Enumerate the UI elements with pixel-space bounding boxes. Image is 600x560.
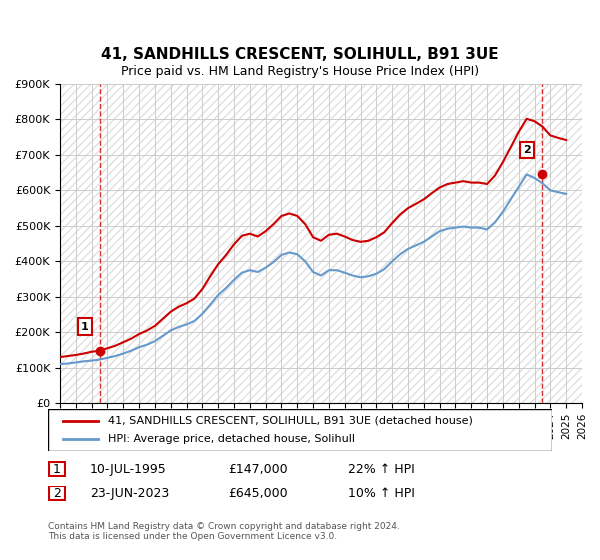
Text: 41, SANDHILLS CRESCENT, SOLIHULL, B91 3UE (detached house): 41, SANDHILLS CRESCENT, SOLIHULL, B91 3U… xyxy=(109,416,473,426)
Text: HPI: Average price, detached house, Solihull: HPI: Average price, detached house, Soli… xyxy=(109,434,355,444)
Text: Price paid vs. HM Land Registry's House Price Index (HPI): Price paid vs. HM Land Registry's House … xyxy=(121,66,479,78)
Text: Contains HM Land Registry data © Crown copyright and database right 2024.
This d: Contains HM Land Registry data © Crown c… xyxy=(48,522,400,542)
Text: 10-JUL-1995: 10-JUL-1995 xyxy=(90,463,167,476)
Text: 2: 2 xyxy=(523,145,531,155)
Text: 2: 2 xyxy=(53,487,61,500)
Text: 22% ↑ HPI: 22% ↑ HPI xyxy=(348,463,415,476)
FancyBboxPatch shape xyxy=(49,486,65,501)
Text: 1: 1 xyxy=(81,322,89,332)
FancyBboxPatch shape xyxy=(48,409,552,451)
FancyBboxPatch shape xyxy=(49,462,65,477)
Text: 41, SANDHILLS CRESCENT, SOLIHULL, B91 3UE: 41, SANDHILLS CRESCENT, SOLIHULL, B91 3U… xyxy=(101,46,499,62)
Text: 10% ↑ HPI: 10% ↑ HPI xyxy=(348,487,415,500)
Text: £147,000: £147,000 xyxy=(228,463,287,476)
Text: 23-JUN-2023: 23-JUN-2023 xyxy=(90,487,169,500)
Text: 1: 1 xyxy=(53,463,61,476)
Text: £645,000: £645,000 xyxy=(228,487,287,500)
